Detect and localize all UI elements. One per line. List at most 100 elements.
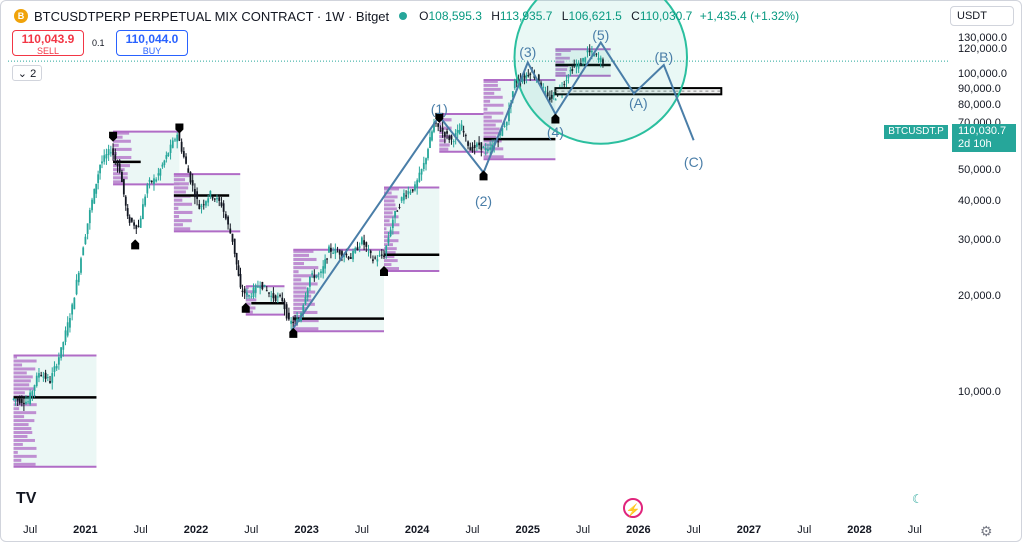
volume-bar	[245, 290, 257, 294]
buy-button[interactable]: 110,044.0 BUY	[116, 30, 188, 56]
candle-body	[227, 216, 229, 225]
pivot-low-marker	[551, 113, 560, 124]
candle-body	[53, 366, 56, 373]
candle-body	[133, 222, 135, 226]
candle-body	[304, 296, 307, 304]
candle-body	[254, 285, 257, 293]
candle-body	[511, 91, 514, 98]
candle-body	[243, 288, 246, 294]
time-tick-label: 2025	[515, 524, 540, 536]
indicator-collapse-toggle[interactable]: ⌄ 2	[12, 65, 42, 81]
buy-label: BUY	[142, 46, 162, 56]
volume-bar	[13, 391, 25, 395]
volume-bar	[13, 442, 23, 446]
buy-price: 110,044.0	[125, 32, 179, 46]
gear-icon[interactable]: ⚙	[980, 523, 993, 539]
volume-bar	[173, 198, 183, 202]
volume-bar	[173, 219, 192, 223]
candle-body	[213, 198, 216, 200]
volume-bar	[173, 178, 186, 182]
volume-bar	[13, 387, 34, 391]
wave-label: (A)	[629, 95, 648, 112]
volume-bar	[173, 190, 186, 194]
candle-body	[189, 171, 192, 183]
candle-body	[18, 398, 21, 404]
bitget-logo-icon: B	[14, 9, 28, 23]
candle-body	[491, 144, 494, 152]
candle-body	[322, 266, 325, 274]
candle-body	[14, 399, 17, 401]
volume-bar	[293, 262, 305, 266]
volume-bar	[483, 127, 500, 131]
candle-body	[439, 130, 442, 132]
candle-body	[571, 69, 574, 71]
change-value: +1,435.4 (+1.32%)	[699, 9, 800, 23]
candle-body	[22, 402, 25, 405]
candle-body	[64, 330, 67, 342]
candle-body	[233, 238, 236, 254]
candle-body	[49, 381, 51, 383]
candle-body	[354, 247, 357, 253]
candle-body	[137, 225, 140, 227]
moon-icon[interactable]: ☾	[912, 492, 923, 506]
candle-body	[320, 271, 322, 274]
symbol-title[interactable]: BTCUSDTPERP PERPETUAL MIX CONTRACT · 1W …	[34, 8, 390, 24]
candle-body	[174, 139, 176, 141]
candle-body	[279, 295, 281, 297]
sell-button[interactable]: 110,043.9 SELL	[12, 30, 84, 56]
candle-body	[328, 246, 330, 253]
candle-body	[334, 248, 337, 254]
last-price-tag: 110,030.7 2d 10h	[952, 124, 1016, 152]
time-tick-label: 2027	[736, 524, 762, 536]
candle-body	[360, 237, 363, 245]
candle-body	[84, 236, 87, 245]
price-tick-label: 90,000.0	[958, 82, 1001, 95]
candle-body	[593, 54, 596, 57]
price-tick-label: 50,000.0	[958, 163, 1001, 176]
time-tick-label: Jul	[133, 524, 148, 536]
candle-body	[88, 210, 91, 224]
candle-body	[369, 250, 372, 254]
volume-bar	[439, 143, 450, 147]
candle-body	[441, 127, 444, 132]
candle-body	[503, 125, 506, 127]
wave-label: (2)	[474, 192, 493, 209]
volume-bar	[483, 91, 495, 95]
candle-body	[167, 152, 170, 156]
candle-body	[554, 99, 557, 101]
volume-bar	[293, 249, 314, 253]
price-tick-label: 10,000.0	[958, 385, 1001, 398]
candle-body	[378, 255, 381, 257]
candle-body	[372, 259, 374, 262]
candle-body	[422, 162, 425, 169]
volume-bar	[483, 107, 488, 111]
volume-bar	[13, 419, 35, 423]
candle-body	[148, 179, 151, 182]
currency-select[interactable]: USDT	[950, 6, 1014, 26]
volume-bar	[384, 215, 399, 219]
volume-bar	[293, 270, 299, 274]
volume-bar	[483, 103, 504, 107]
candle-body	[270, 295, 273, 297]
volume-bar	[13, 423, 29, 427]
price-tick-label: 40,000.0	[958, 194, 1001, 207]
candle-body	[109, 152, 112, 154]
time-tick-label: Jul	[797, 524, 812, 536]
candle-body	[294, 319, 296, 321]
candle-body	[473, 144, 476, 148]
candle-body	[274, 295, 277, 301]
time-tick-label: 2022	[183, 524, 209, 536]
candle-body	[456, 129, 459, 133]
lightning-icon[interactable]: ⚡	[623, 498, 643, 518]
candle-body	[163, 160, 166, 166]
volume-bar	[13, 407, 20, 411]
volume-bar	[384, 235, 390, 239]
candle-body	[218, 197, 221, 201]
tradingview-logo-icon[interactable]: TV	[16, 490, 37, 507]
candle-body	[595, 53, 598, 55]
candle-body	[336, 251, 339, 253]
price-tick-label: 20,000.0	[958, 290, 1001, 303]
candle-body	[313, 275, 316, 279]
volume-bar	[13, 371, 27, 375]
